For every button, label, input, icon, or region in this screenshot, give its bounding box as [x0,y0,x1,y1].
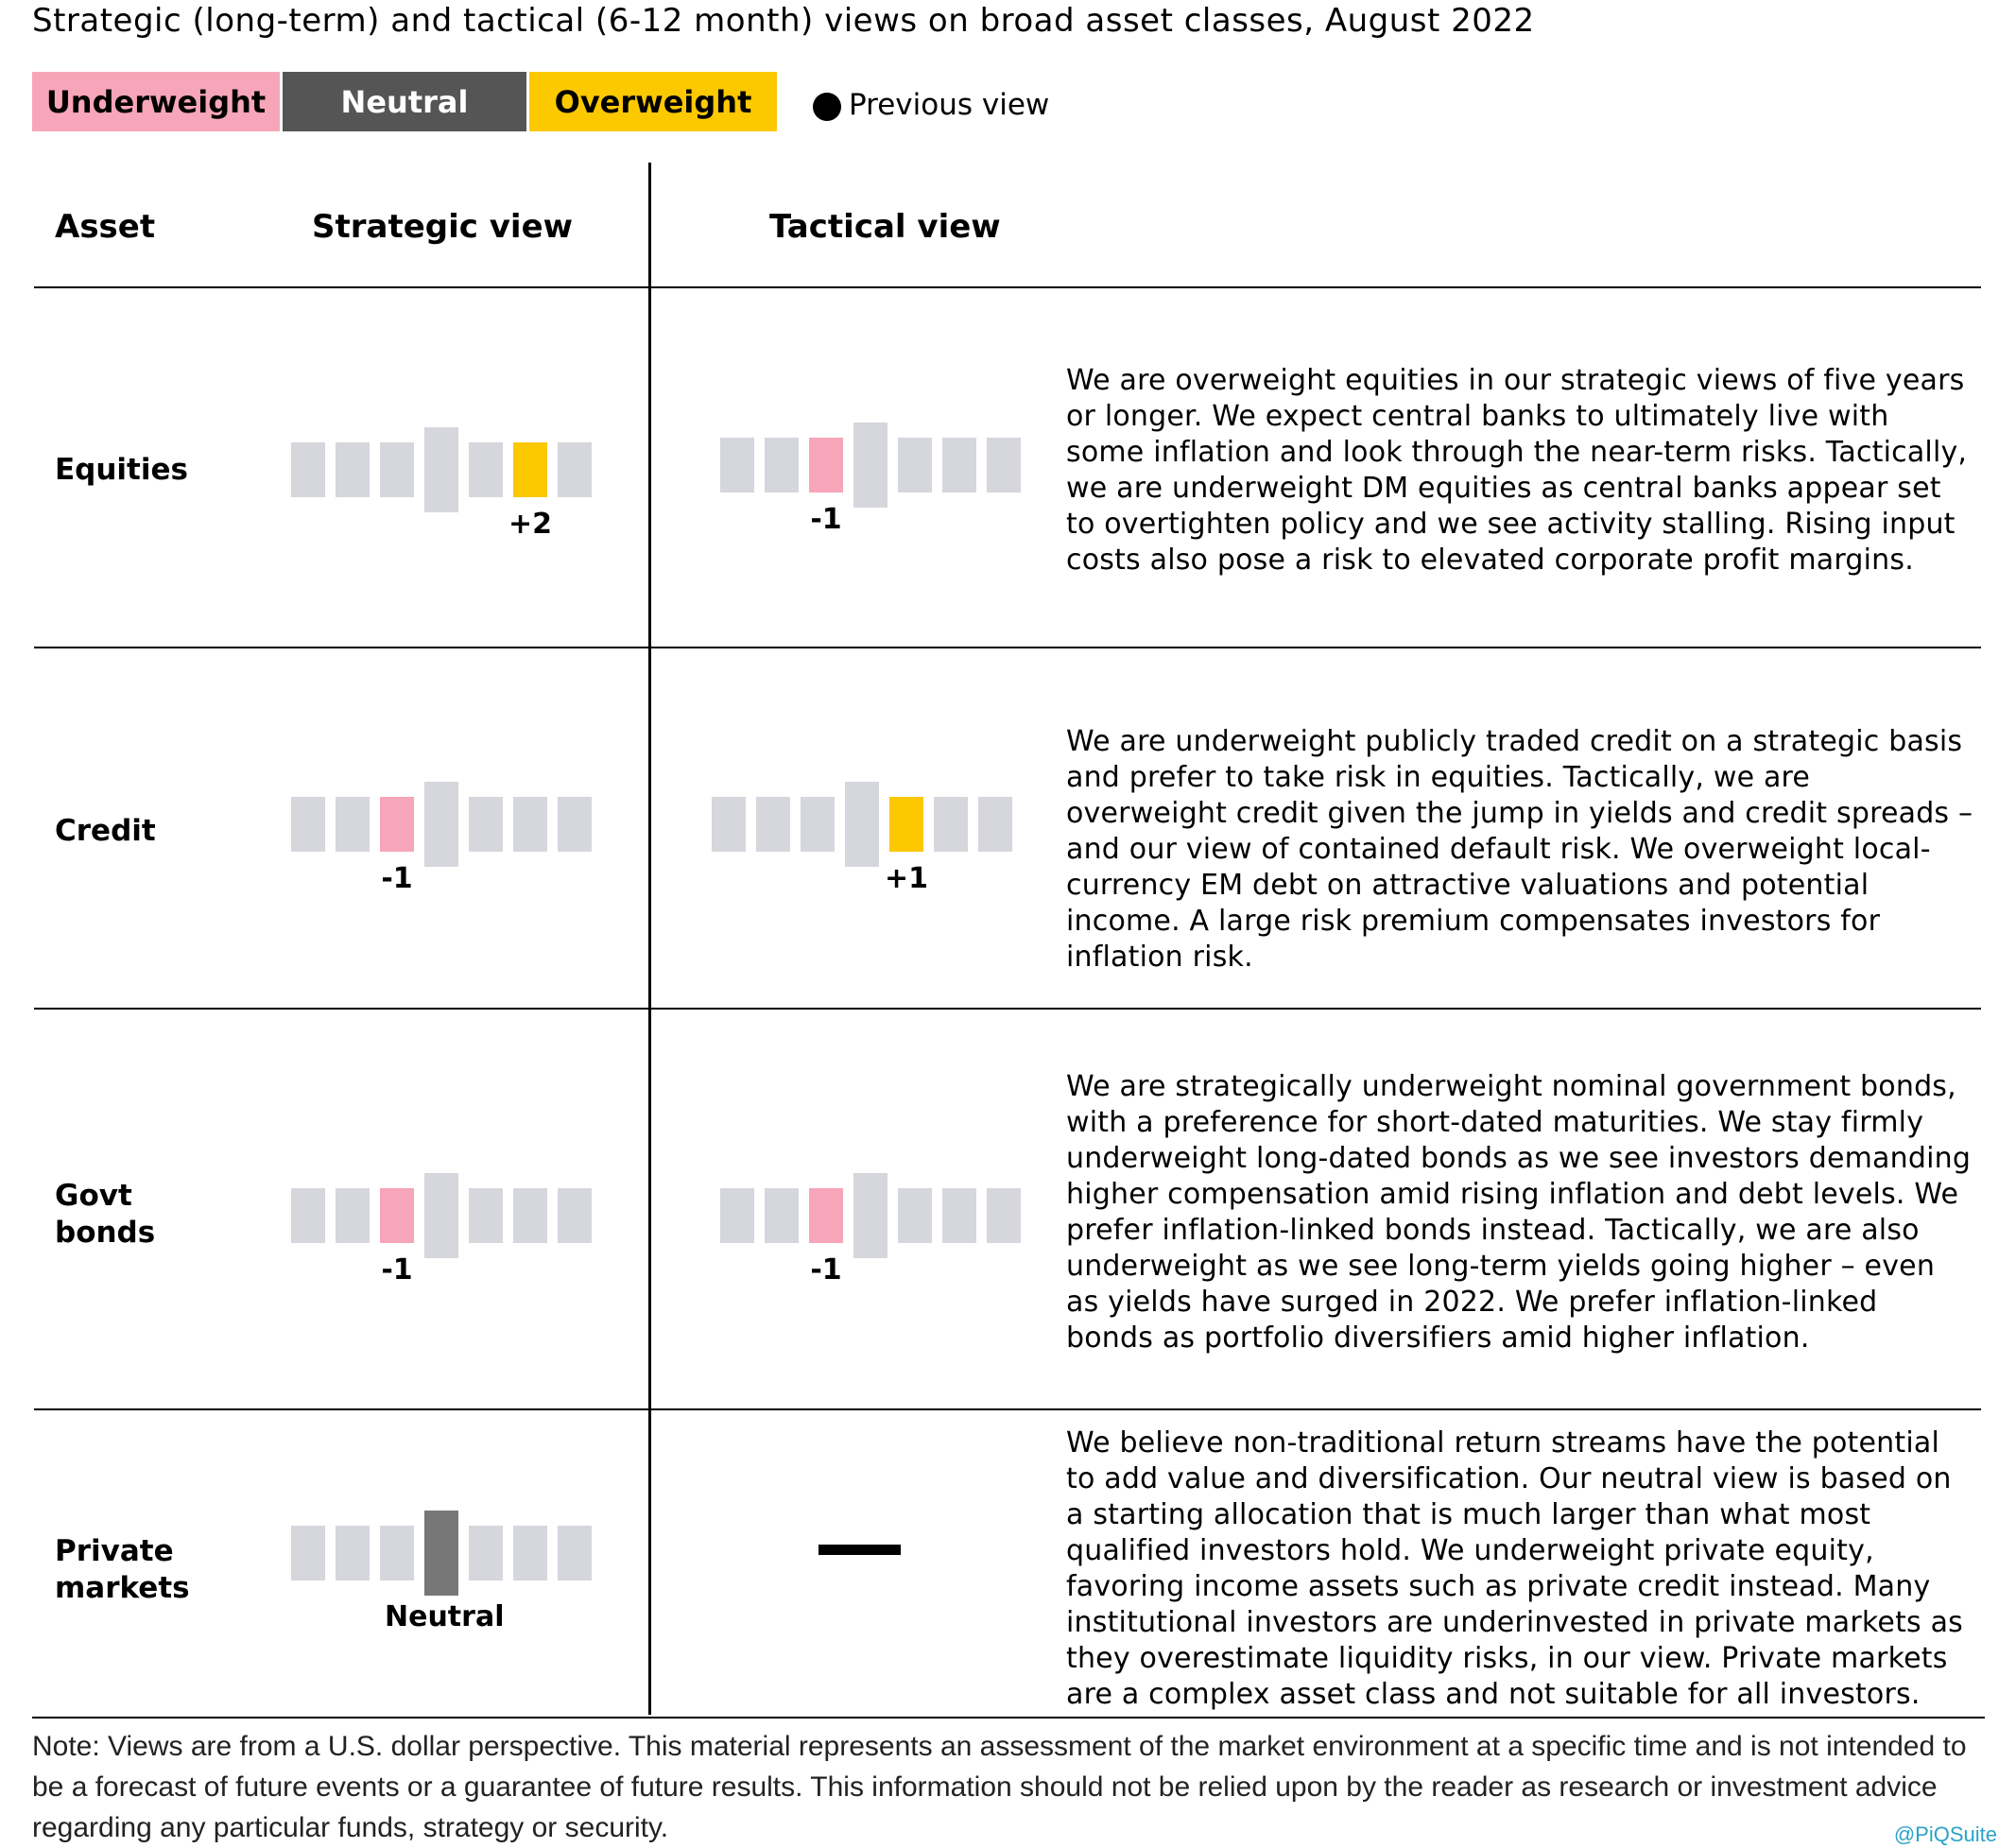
row-divider [34,286,1981,288]
column-divider [648,163,651,1715]
scale-bar [934,797,968,852]
legend-overweight: Overweight [529,72,777,131]
scale-bar [720,438,754,492]
header-tactical: Tactical view [769,208,1001,246]
scale-bar-active [424,1511,458,1596]
asset-private-markets: Private markets [55,1534,190,1605]
scale-bar [720,1188,754,1243]
description-credit: We are underweight publicly traded credi… [1066,725,1973,974]
scale-bar [291,442,325,497]
scale-bar-active [889,797,923,852]
scale-bar [469,1188,503,1243]
scale-bar [513,797,547,852]
scale-bar [765,1188,799,1243]
view-value-label: Neutral [385,1600,505,1633]
scale-bar [291,797,325,852]
scale-bar [845,782,879,867]
scale-bar [558,442,592,497]
row-divider [34,1408,1981,1410]
header-asset: Asset [55,208,156,246]
scale-bar [291,1188,325,1243]
scale-bar [469,797,503,852]
scale-bar [756,797,790,852]
scale-bar [469,1526,503,1580]
description-equities: We are overweight equities in our strate… [1066,364,1968,577]
scale-bar [853,1173,887,1258]
legend-neutral: Neutral [283,72,526,131]
scale-bar [987,438,1021,492]
scale-bar [942,1188,976,1243]
scale-bar [513,1188,547,1243]
view-value-label: -1 [810,503,842,536]
scale-bar [712,797,746,852]
scale-bar-active [380,1188,414,1243]
scale-bar [336,1526,370,1580]
scale-bar [469,442,503,497]
scale-bar [291,1526,325,1580]
scale-bar-active [380,797,414,852]
scale-bar [765,438,799,492]
scale-bar-active [809,1188,843,1243]
legend-previous-view: Previous view [849,88,1050,122]
tactical-no-view-dash [818,1545,901,1555]
header-strategic: Strategic view [312,208,574,246]
scale-bar [558,1526,592,1580]
scale-bar [380,442,414,497]
scale-bar [853,423,887,508]
view-value-label: -1 [810,1253,842,1287]
scale-bar [558,797,592,852]
scale-bar [336,797,370,852]
chart-title: Strategic (long-term) and tactical (6-12… [32,2,1535,40]
scale-bar [801,797,835,852]
scale-bar-active [809,438,843,492]
scale-bar [424,782,458,867]
scale-bar [558,1188,592,1243]
scale-bar-active [513,442,547,497]
footnote: Note: Views are from a U.S. dollar persp… [32,1731,1967,1843]
asset-credit: Credit [55,814,156,848]
scale-bar [898,1188,932,1243]
scale-bar [424,427,458,512]
scale-bar [336,1188,370,1243]
scale-bar [978,797,1012,852]
scale-bar [424,1173,458,1258]
scale-bar [942,438,976,492]
legend-underweight: Underweight [32,72,280,131]
asset-govt-bonds: Govt bonds [55,1179,156,1250]
view-value-label: -1 [381,1253,413,1287]
description-govt-bonds: We are strategically underweight nominal… [1066,1070,1972,1355]
asset-equities: Equities [55,453,188,487]
previous-view-dot-icon [813,93,841,121]
scale-bar [336,442,370,497]
scale-bar [380,1526,414,1580]
description-private-markets: We believe non-traditional return stream… [1066,1426,1964,1711]
source-credit: @PiQSuite [1893,1822,1997,1846]
view-value-label: +1 [884,862,928,895]
view-value-label: +2 [508,508,552,541]
scale-bar [898,438,932,492]
row-divider [34,1008,1981,1010]
scale-bar [513,1526,547,1580]
row-divider [34,647,1981,648]
scale-bar [987,1188,1021,1243]
table-bottom-rule [32,1717,1985,1718]
view-value-label: -1 [381,862,413,895]
